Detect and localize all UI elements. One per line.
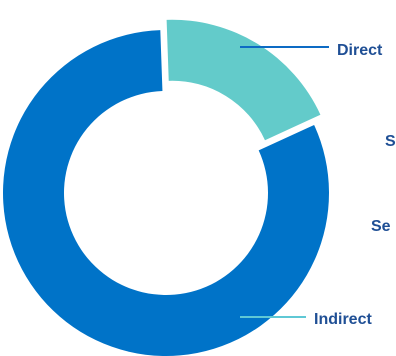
callouts-layer: Direct S Se Indirect <box>240 42 396 328</box>
callout-label-2: Se <box>371 218 391 235</box>
slice-direct <box>166 19 321 141</box>
callout-label-1: S <box>385 133 396 150</box>
slice-indirect <box>2 30 329 356</box>
callout-label-3: Indirect <box>314 311 372 328</box>
slices-layer <box>2 19 329 356</box>
callout-label-0: Direct <box>337 42 383 59</box>
